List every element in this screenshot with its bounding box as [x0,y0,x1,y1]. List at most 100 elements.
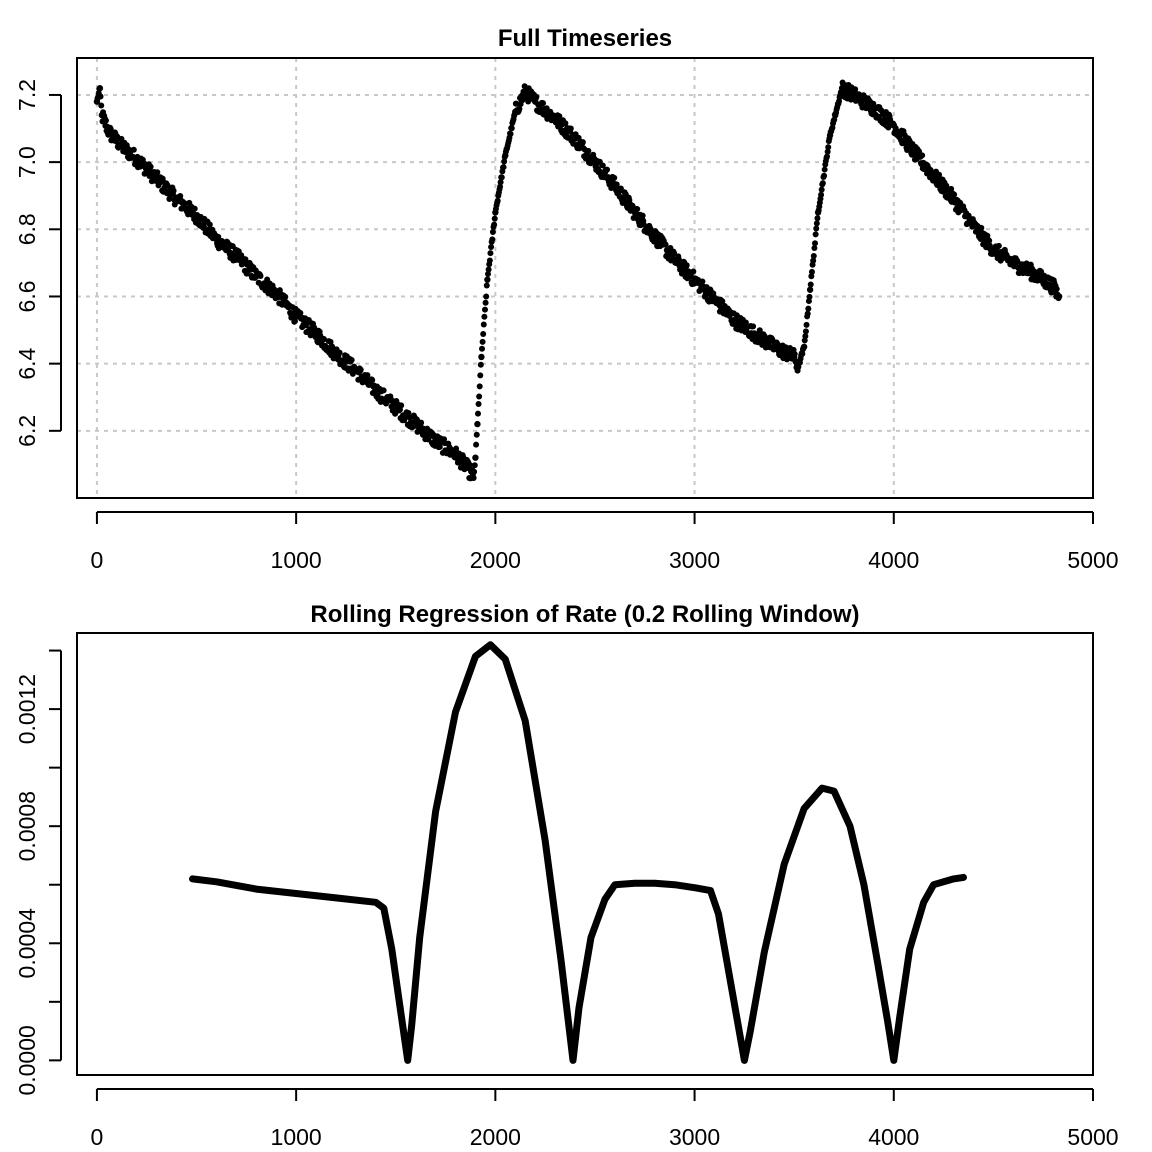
data-point [508,125,515,132]
y-tick-label: 6.4 [14,347,40,379]
data-point [473,441,480,448]
data-point [480,321,487,328]
data-point [484,276,491,283]
data-point [813,225,820,232]
data-point [483,282,490,289]
data-point [1053,285,1060,292]
data-point [489,236,496,243]
data-point [806,286,814,293]
data-point [471,468,478,475]
data-point [257,272,264,279]
data-point [562,120,569,127]
data-point [808,273,815,280]
data-point [320,335,327,342]
data-point [488,244,495,251]
data-point [812,240,819,247]
data-point [611,174,618,181]
data-point [497,183,504,190]
data-point [1055,295,1062,302]
chart-title: Rolling Regression of Rate (0.2 Rolling … [310,601,859,628]
y-tick-label: 6.6 [14,280,40,312]
data-point [474,410,481,417]
grid-layer [77,58,1094,498]
data-point [821,166,828,173]
data-point [699,278,706,285]
data-point [808,268,815,275]
data-point [719,298,726,305]
data-point [852,86,859,93]
plot-frame [76,57,1094,499]
rolling-regression-panel: Rolling Regression of Rate (0.2 Rolling … [14,601,1119,1150]
data-point [472,454,479,461]
data-point [282,293,289,300]
axis-layer: 0 1000 2000 3000 4000 5000 6.2 6.4 6.6 6.8 7.0 7.2 [14,79,1119,573]
data-point [824,148,831,155]
data-layer [93,79,1063,482]
data-point [662,241,669,248]
data-point [170,187,177,194]
data-point [364,372,371,379]
data-point [516,105,523,112]
data-point [540,100,547,107]
data-point [890,120,897,127]
y-tick-label: 6.8 [14,213,40,245]
y-tick-label: 0.0000 [14,1025,40,1095]
data-point [405,409,412,416]
y-tick-label: 0.0008 [14,791,40,861]
plot-frame [76,632,1094,1076]
data-point [206,221,213,228]
x-tick-label: 1000 [271,547,322,573]
data-point [485,266,492,273]
data-point [477,361,484,368]
x-tick-label: 4000 [868,547,919,573]
data-point [491,215,498,222]
data-point [436,443,443,450]
data-point [579,139,586,146]
data-point [479,338,486,345]
data-point [477,372,484,379]
data-point [398,402,405,409]
y-tick-label: 0.0012 [14,674,40,744]
x-tick-label: 5000 [1067,1124,1118,1150]
data-point [811,245,818,252]
data-point [995,242,1002,249]
y-tick-label: 6.2 [14,415,40,447]
data-point [986,237,993,244]
data-point [96,85,103,92]
data-point [814,215,821,222]
data-point [639,212,646,219]
data-point [690,268,697,275]
data-point [533,93,540,100]
data-point [479,345,486,352]
data-point [824,153,831,160]
data-point [481,313,488,320]
data-point [826,135,833,142]
data-point [297,310,304,317]
data-point [951,191,958,198]
data-point [491,221,498,228]
data-point [804,310,811,317]
data-point [336,349,343,356]
data-point [802,328,809,335]
data-point [159,175,166,182]
data-point [819,180,826,187]
axis-layer: 0 1000 2000 3000 4000 5000 0.0000 0.0004 0.0008 0… [14,649,1119,1150]
data-point [671,250,678,257]
data-point [750,323,757,330]
x-tick-label: 2000 [470,1124,521,1150]
data-point [291,318,298,325]
data-point [380,387,387,394]
data-point [818,186,825,193]
data-point [800,344,807,351]
x-tick-label: 4000 [868,1124,919,1150]
x-tick-label: 1000 [271,1124,322,1150]
x-tick-label: 0 [91,1124,104,1150]
data-layer [189,641,967,1064]
data-point [357,366,364,373]
data-point [418,419,425,426]
data-point [483,293,490,300]
data-point [476,383,483,390]
data-point [501,158,508,165]
x-tick-label: 2000 [470,547,521,573]
